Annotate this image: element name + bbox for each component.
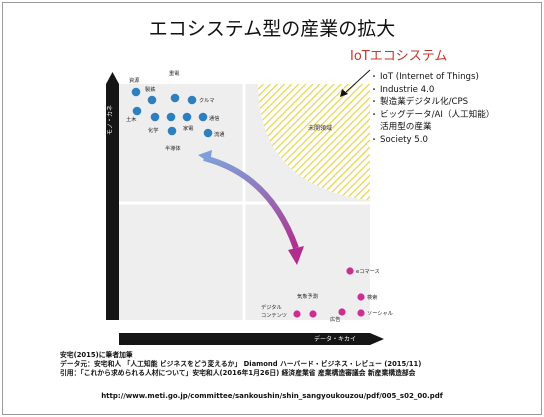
- industry-node-label: 半導体: [165, 144, 181, 152]
- industry-node: [167, 126, 177, 136]
- iot-pointer-line: [345, 69, 371, 93]
- digital-content-label-2: コンテンツ: [261, 312, 287, 319]
- industry-node-label: 通信: [209, 114, 219, 122]
- iot-bullet-text: 製造業デジタル化/CPS: [380, 97, 469, 108]
- data-industry-node-label: 広告: [330, 315, 340, 323]
- data-industry-node-label: 気象予測: [297, 292, 318, 300]
- footnote-line: データ元：安宅和人 「人工知能 ビジネスをどう変えるか」 Diamond ハーバ…: [60, 360, 422, 369]
- iot-bullet-item: IoT (Internet of Things): [370, 71, 494, 84]
- data-industry-node: [357, 293, 365, 301]
- industry-node: [147, 95, 157, 105]
- y-axis-arrowhead: [106, 72, 119, 84]
- iot-bullet-text: IoT (Internet of Things): [380, 72, 479, 82]
- data-industry-node-label: eコマース: [356, 268, 380, 275]
- transition-arrow: [203, 155, 299, 250]
- x-axis-label: データ・キカイ: [314, 335, 356, 343]
- industry-node-label: 流通: [214, 130, 225, 138]
- footnote-line: 安宅(2015)に筆者加筆: [60, 351, 133, 359]
- y-axis-bar: [106, 84, 119, 320]
- industry-node-label: 化学: [148, 126, 158, 134]
- source-url: http://www.meti.go.jp/committee/sankoush…: [101, 392, 443, 400]
- industry-node: [132, 106, 142, 116]
- y-axis-label: モノ・カネ: [107, 105, 114, 135]
- unexplored-region-label: 未開領域: [308, 124, 332, 132]
- transition-arrowhead-start: [198, 150, 212, 163]
- industry-node: [150, 112, 160, 122]
- unexplored-region: [258, 84, 370, 200]
- iot-bullet-text: Industrie 4.0: [380, 84, 435, 95]
- data-industry-node: [346, 267, 354, 275]
- slide-title: エコシステム型の産業の拡大: [148, 18, 396, 40]
- traditional-industry-nodes: 資源 製鉄 重電 クルマ 土木 化学 家電 通信 流通 半導体: [126, 69, 225, 152]
- iot-bullet-item: 製造業デジタル化/CPS: [370, 96, 494, 109]
- industry-node: [131, 87, 141, 97]
- industry-node-label: 家電: [183, 124, 193, 132]
- digital-content-label-1: デジタル: [261, 303, 282, 311]
- industry-node: [198, 112, 208, 122]
- footnote-line: 引用：「これから求められる人材について」安宅和人(2016年1月26日) 経済産…: [60, 369, 416, 378]
- industry-node: [166, 112, 176, 122]
- iot-heading: IoTエコシステム: [350, 49, 448, 64]
- iot-bullet-item: Society 5.0: [370, 134, 494, 147]
- transition-arrowhead-end: [288, 246, 304, 265]
- data-industry-node: [309, 310, 317, 318]
- data-industry-node: [293, 310, 301, 318]
- data-industry-node-label: ソーシャル: [367, 311, 393, 317]
- industry-node: [182, 112, 192, 122]
- iot-bullet-item: Industrie 4.0: [370, 84, 494, 97]
- industry-node-label: 土木: [126, 115, 137, 123]
- data-industry-node-label: 検索: [367, 293, 377, 301]
- footnotes: 安宅(2015)に筆者加筆 データ元：安宅和人 「人工知能 ビジネスをどう変える…: [60, 351, 421, 379]
- industry-node-label: 重電: [169, 69, 179, 77]
- data-industry-nodes: eコマース 検索 ソーシャル 広告 気象予測 デジタル コンテンツ: [261, 267, 393, 323]
- industry-node: [187, 95, 197, 105]
- industry-node: [203, 128, 213, 138]
- data-industry-node: [357, 309, 365, 317]
- iot-bullet-text: ビッグデータ/AI（人工知能）: [380, 109, 495, 120]
- industry-node-label: クルマ: [199, 97, 214, 104]
- data-industry-node: [338, 308, 346, 316]
- industry-node-label: 製鉄: [145, 85, 155, 93]
- iot-pointer-arrowhead: [340, 89, 348, 97]
- iot-bullet-item: ビッグデータ/AI（人工知能） 活用型の産業: [370, 109, 495, 134]
- x-axis-arrowhead: [370, 333, 384, 345]
- iot-bullet-text: Society 5.0: [380, 134, 428, 145]
- iot-bullet-list: IoT (Internet of Things) Industrie 4.0 製…: [370, 71, 495, 147]
- x-axis-bar: [119, 333, 370, 345]
- iot-bullet-continuation: 活用型の産業: [380, 122, 432, 133]
- industry-node-label: 資源: [129, 76, 140, 84]
- industry-node: [170, 93, 180, 103]
